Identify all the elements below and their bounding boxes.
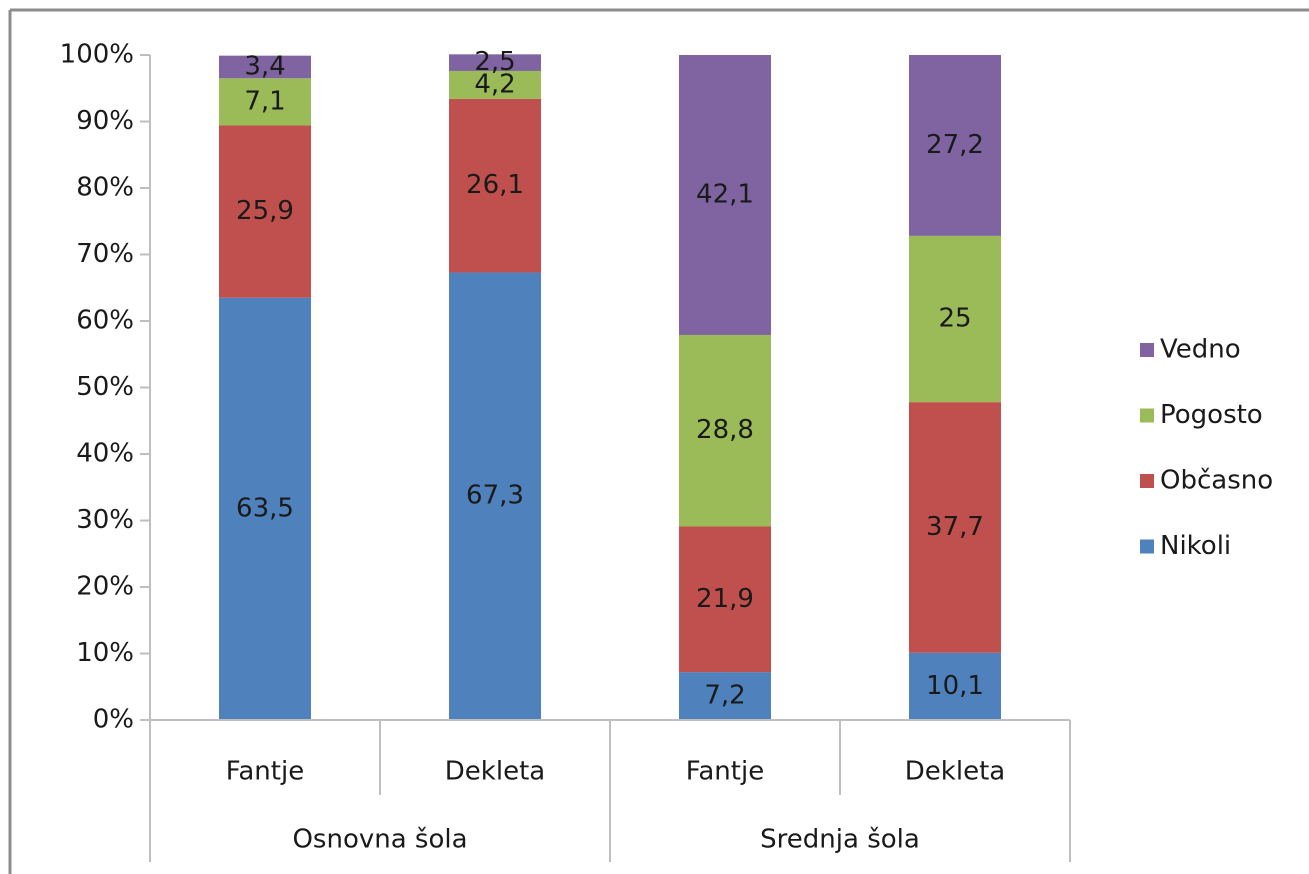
legend-swatch [1140, 408, 1154, 423]
bar-segment [449, 70, 541, 99]
bar-segment [219, 297, 311, 720]
group-label: Srednja šola [760, 825, 920, 855]
bar-segment [909, 55, 1001, 236]
legend-label: Pogosto [1160, 400, 1263, 430]
data-label: 63,5 [236, 493, 294, 523]
x-tick-label: Dekleta [905, 757, 1005, 787]
bar-segment [679, 55, 771, 335]
legend-swatch [1140, 474, 1154, 488]
bar-segment [449, 98, 541, 273]
data-label: 7,2 [704, 681, 745, 711]
y-tick-label: 90% [76, 106, 134, 136]
data-label: 21,9 [696, 584, 754, 614]
y-tick-label: 10% [76, 638, 134, 668]
bar-segment [679, 672, 771, 720]
bar-segment [909, 652, 1001, 720]
data-label: 2,5 [474, 47, 515, 77]
data-label: 10,1 [926, 671, 984, 701]
data-label: 7,1 [244, 86, 285, 116]
y-tick-label: 40% [76, 439, 134, 469]
data-label: 4,2 [474, 69, 515, 99]
bar-segment [219, 78, 311, 126]
data-label: 37,7 [926, 512, 984, 542]
y-tick-label: 100% [60, 40, 134, 70]
x-tick-label: Fantje [226, 757, 304, 787]
y-tick-label: 30% [76, 505, 134, 535]
legend-swatch [1140, 343, 1154, 357]
x-tick-label: Fantje [686, 757, 764, 787]
data-label: 25 [938, 304, 971, 334]
data-label: 3,4 [244, 51, 285, 81]
y-tick-label: 70% [76, 239, 134, 269]
y-tick-label: 50% [76, 372, 134, 402]
data-label: 28,8 [696, 415, 754, 445]
bar-segment [679, 334, 771, 527]
data-label: 26,1 [466, 170, 524, 200]
bar-segment [449, 54, 541, 71]
bar-segment [909, 235, 1001, 403]
bar-segment [909, 402, 1001, 653]
y-tick-label: 80% [76, 173, 134, 203]
data-label: 42,1 [696, 179, 754, 209]
legend-label: Nikoli [1160, 531, 1231, 561]
y-tick-label: 20% [76, 572, 134, 602]
y-tick-label: 60% [76, 306, 134, 336]
group-label: Osnovna šola [292, 825, 467, 855]
bar-segment [219, 125, 311, 298]
data-label: 67,3 [466, 481, 524, 511]
bar-segment [679, 526, 771, 673]
legend-label: Vedno [1160, 335, 1241, 365]
y-tick-label: 0% [93, 705, 134, 735]
legend-swatch [1140, 539, 1154, 554]
data-label: 25,9 [236, 196, 294, 226]
x-tick-label: Dekleta [445, 757, 545, 787]
legend-label: Občasno [1160, 466, 1273, 496]
bar-segment [449, 272, 541, 720]
data-label: 27,2 [926, 130, 984, 160]
bar-segment [219, 55, 311, 79]
